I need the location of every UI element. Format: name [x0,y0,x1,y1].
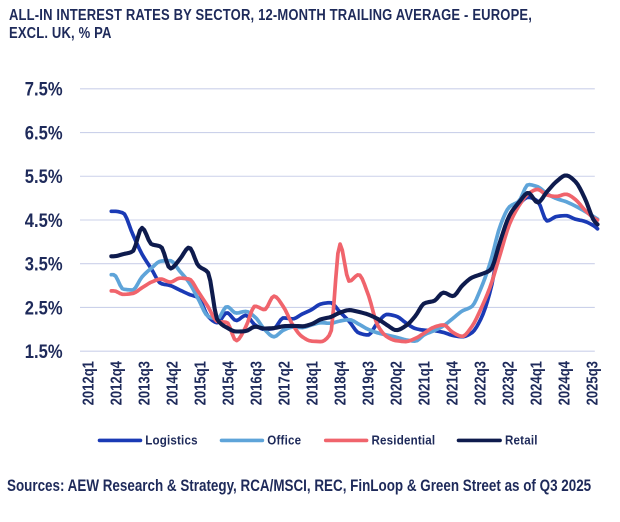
svg-text:2012q4: 2012q4 [109,361,126,405]
svg-text:2024q4: 2024q4 [557,361,574,405]
svg-text:2018q4: 2018q4 [333,361,350,405]
svg-text:2024q1: 2024q1 [529,361,546,405]
svg-text:2017q2: 2017q2 [277,361,294,405]
svg-text:Residential: Residential [372,433,436,448]
svg-text:Logistics: Logistics [145,433,198,448]
svg-text:2025q3: 2025q3 [585,361,602,405]
svg-text:2020q2: 2020q2 [389,361,406,405]
svg-text:1.5%: 1.5% [25,341,63,362]
svg-text:6.5%: 6.5% [25,122,63,143]
svg-text:4.5%: 4.5% [25,210,63,231]
svg-text:2021q1: 2021q1 [417,361,434,405]
svg-text:2015q4: 2015q4 [221,361,238,405]
svg-text:Retail: Retail [505,433,538,448]
svg-text:2012q1: 2012q1 [81,361,98,405]
svg-text:2016q3: 2016q3 [249,361,266,405]
svg-text:2014q2: 2014q2 [165,361,182,405]
svg-text:3.5%: 3.5% [25,253,63,274]
svg-text:2022q3: 2022q3 [473,361,490,405]
svg-text:5.5%: 5.5% [25,166,63,187]
svg-text:7.5%: 7.5% [25,79,63,100]
svg-text:2015q1: 2015q1 [193,361,210,405]
svg-text:2021q4: 2021q4 [445,361,462,405]
svg-text:2018q1: 2018q1 [305,361,322,405]
svg-text:2.5%: 2.5% [25,297,63,318]
svg-text:2023q2: 2023q2 [501,361,518,405]
svg-text:Office: Office [267,433,301,448]
svg-text:2019q3: 2019q3 [361,361,378,405]
svg-text:2013q3: 2013q3 [137,361,154,405]
